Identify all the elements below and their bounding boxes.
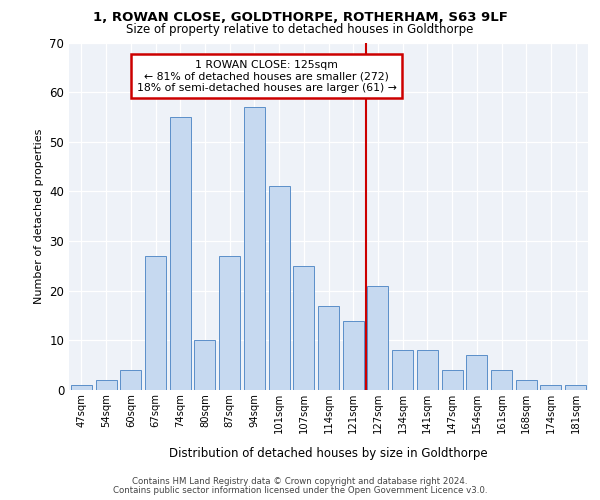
- Bar: [541, 385, 562, 390]
- Bar: [367, 286, 388, 390]
- Bar: [491, 370, 512, 390]
- Bar: [145, 256, 166, 390]
- Bar: [442, 370, 463, 390]
- Bar: [417, 350, 438, 390]
- Y-axis label: Number of detached properties: Number of detached properties: [34, 128, 44, 304]
- Bar: [219, 256, 240, 390]
- Bar: [71, 385, 92, 390]
- Bar: [120, 370, 141, 390]
- X-axis label: Distribution of detached houses by size in Goldthorpe: Distribution of detached houses by size …: [169, 447, 488, 460]
- Bar: [343, 320, 364, 390]
- Bar: [318, 306, 339, 390]
- Text: Size of property relative to detached houses in Goldthorpe: Size of property relative to detached ho…: [127, 22, 473, 36]
- Text: Contains HM Land Registry data © Crown copyright and database right 2024.: Contains HM Land Registry data © Crown c…: [132, 477, 468, 486]
- Bar: [392, 350, 413, 390]
- Bar: [244, 107, 265, 390]
- Bar: [194, 340, 215, 390]
- Bar: [269, 186, 290, 390]
- Text: Contains public sector information licensed under the Open Government Licence v3: Contains public sector information licen…: [113, 486, 487, 495]
- Bar: [95, 380, 116, 390]
- Bar: [466, 355, 487, 390]
- Bar: [293, 266, 314, 390]
- Text: 1, ROWAN CLOSE, GOLDTHORPE, ROTHERHAM, S63 9LF: 1, ROWAN CLOSE, GOLDTHORPE, ROTHERHAM, S…: [92, 11, 508, 24]
- Bar: [565, 385, 586, 390]
- Bar: [516, 380, 537, 390]
- Text: 1 ROWAN CLOSE: 125sqm
← 81% of detached houses are smaller (272)
18% of semi-det: 1 ROWAN CLOSE: 125sqm ← 81% of detached …: [137, 60, 397, 93]
- Bar: [170, 117, 191, 390]
